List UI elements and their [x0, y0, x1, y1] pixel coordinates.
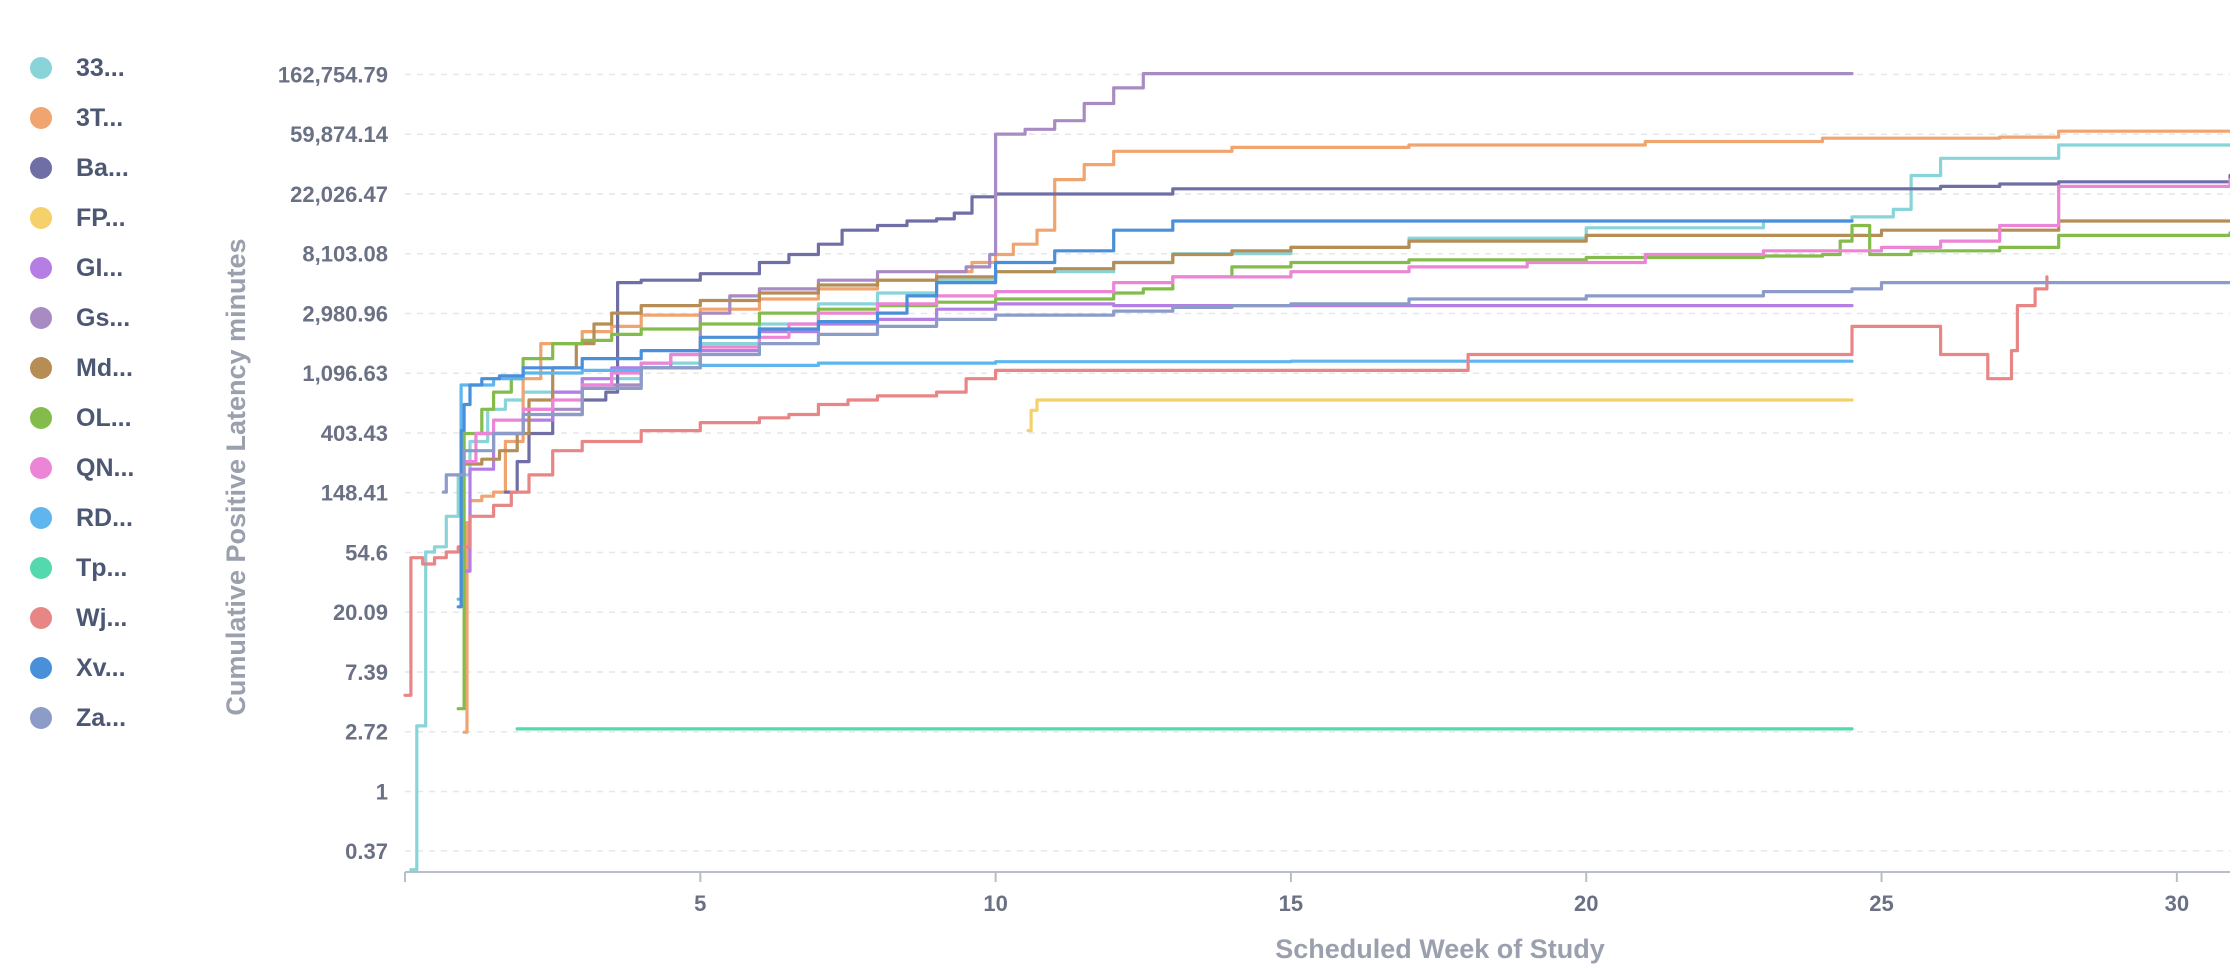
legend-swatch: [30, 407, 52, 429]
series-line: [1026, 398, 1854, 433]
legend-label: FP...: [76, 203, 126, 232]
y-tick-label: 59,874.14: [290, 122, 389, 147]
series-line: [462, 219, 2230, 466]
legend-label: Ba...: [76, 153, 129, 182]
series-line: [462, 302, 1854, 573]
legend-item[interactable]: Ba...: [30, 148, 129, 188]
y-tick-label: 0.37: [345, 839, 388, 864]
legend-item[interactable]: Za...: [30, 698, 126, 738]
legend-swatch: [30, 57, 52, 79]
series-line: [456, 359, 1854, 601]
legend-label: Md...: [76, 353, 133, 382]
legend-item[interactable]: 3T...: [30, 98, 123, 138]
y-tick-label: 403.43: [321, 421, 388, 446]
legend-item[interactable]: QN...: [30, 448, 134, 488]
x-tick-label: 5: [694, 891, 706, 916]
x-tick-label: 15: [1279, 891, 1303, 916]
legend-swatch: [30, 507, 52, 529]
y-tick-label: 2,980.96: [302, 301, 388, 326]
y-tick-label: 162,754.79: [278, 62, 388, 87]
legend-swatch: [30, 307, 52, 329]
legend-item[interactable]: FP...: [30, 198, 126, 238]
legend-swatch: [30, 707, 52, 729]
series-line: [503, 173, 2230, 494]
legend-label: 3T...: [76, 103, 124, 132]
y-tick-label: 20.09: [333, 600, 388, 625]
legend-label: Za...: [76, 703, 127, 732]
y-tick-label: 7.39: [345, 660, 388, 685]
legend-label: 33...: [76, 53, 125, 82]
legend-swatch: [30, 207, 52, 229]
legend-item[interactable]: Md...: [30, 348, 133, 388]
legend-label: Xv...: [76, 653, 126, 682]
y-tick-label: 22,026.47: [290, 182, 388, 207]
legend-swatch: [30, 107, 52, 129]
x-axis-title: Scheduled Week of Study: [1275, 934, 1605, 964]
legend-label: Wj...: [76, 603, 128, 632]
legend-swatch: [30, 357, 52, 379]
legend-swatch: [30, 157, 52, 179]
y-tick-label: 148.41: [321, 481, 388, 506]
y-tick-label: 1,096.63: [302, 361, 388, 386]
legend-item[interactable]: Tp...: [30, 548, 127, 588]
series-line: [456, 219, 1854, 609]
y-tick-label: 54.6: [345, 540, 388, 565]
legend-swatch: [30, 457, 52, 479]
y-axis-title: Cumulative Positive Latency minutes: [221, 238, 251, 715]
legend-item[interactable]: GI...: [30, 248, 123, 288]
legend-item[interactable]: 33...: [30, 48, 125, 88]
legend-swatch: [30, 607, 52, 629]
y-tick-label: 1: [376, 780, 388, 805]
legend-label: Tp...: [76, 553, 128, 582]
legend-item[interactable]: Wj...: [30, 598, 127, 638]
legend-swatch: [30, 657, 52, 679]
x-tick-label: 20: [1574, 891, 1598, 916]
series-line: [456, 223, 2230, 711]
legend-label: Gs...: [76, 303, 131, 332]
x-tick-label: 25: [1869, 891, 1893, 916]
y-tick-label: 2.72: [345, 720, 388, 745]
legend-item[interactable]: OL...: [30, 398, 132, 438]
legend-label: RD...: [76, 503, 133, 532]
legend-item[interactable]: RD...: [30, 498, 133, 538]
legend-item[interactable]: Gs...: [30, 298, 130, 338]
legend-swatch: [30, 557, 52, 579]
y-tick-label: 8,103.08: [302, 242, 388, 267]
legend-label: GI...: [76, 253, 124, 282]
legend-label: OL...: [76, 403, 132, 432]
x-tick-label: 30: [2165, 891, 2189, 916]
legend-item[interactable]: Xv...: [30, 648, 126, 688]
series-line: [403, 275, 2049, 697]
series-line: [441, 281, 2230, 494]
legend-swatch: [30, 257, 52, 279]
legend-label: QN...: [76, 453, 135, 482]
x-tick-label: 10: [983, 891, 1007, 916]
